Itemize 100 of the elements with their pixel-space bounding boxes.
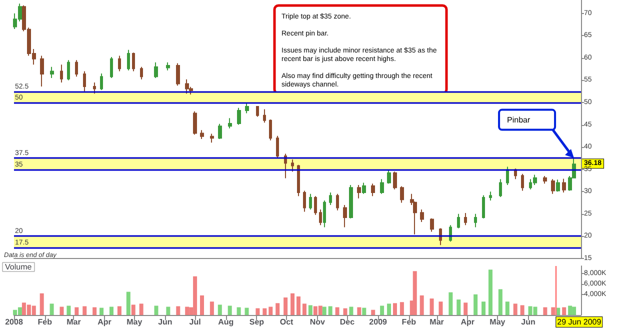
- bar: [349, 306, 354, 315]
- candlestick: [166, 62, 170, 71]
- bar: [474, 294, 478, 315]
- bar: [520, 305, 524, 315]
- candlestick: [132, 52, 135, 72]
- bar: [343, 308, 348, 315]
- candlestick: [269, 118, 272, 141]
- bar: [412, 271, 417, 315]
- bar: [505, 302, 510, 315]
- candlestick: [303, 190, 306, 212]
- candlestick: [284, 153, 287, 179]
- bar: [296, 296, 300, 315]
- bar: [420, 295, 424, 315]
- bar: [362, 308, 366, 315]
- candlestick: [176, 62, 180, 86]
- x-tick-label: 2008: [5, 318, 24, 326]
- candlestick: [256, 106, 259, 118]
- bar: [176, 306, 180, 315]
- bar: [117, 306, 122, 315]
- bar: [543, 307, 548, 315]
- candlestick: [329, 192, 332, 206]
- candlestick: [336, 193, 339, 211]
- bar: [513, 304, 518, 315]
- candlestick: [562, 178, 566, 194]
- bar: [154, 306, 158, 315]
- bar: [66, 306, 71, 315]
- bar: [562, 307, 566, 315]
- candlestick: [314, 196, 317, 216]
- bar: [82, 306, 87, 315]
- x-tick-label: Feb: [402, 318, 416, 326]
- candlestick: [118, 55, 121, 72]
- x-tick-label: Oct: [280, 318, 294, 326]
- candlestick: [291, 159, 294, 172]
- bar: [290, 293, 295, 315]
- candlestick: [499, 178, 502, 198]
- candlestick: [218, 123, 222, 140]
- candlestick: [357, 184, 361, 199]
- x-tick-label: Feb: [38, 318, 52, 326]
- candlestick: [380, 178, 384, 194]
- bar: [236, 307, 241, 315]
- candlestick: [193, 110, 197, 136]
- annotation: Pinbar: [507, 115, 530, 124]
- candlestick: [237, 107, 241, 126]
- bar: [92, 307, 97, 315]
- bar: [131, 304, 136, 315]
- candlestick: [93, 82, 96, 94]
- bar: [572, 306, 576, 315]
- candlestick: [420, 208, 424, 222]
- x-tick-label: May: [126, 318, 143, 326]
- bar: [193, 276, 198, 315]
- bar: [276, 303, 280, 315]
- ref-line-label: 29 Jun 2009: [557, 318, 602, 326]
- bar: [228, 306, 232, 315]
- candlestick: [185, 78, 189, 94]
- x-tick-label: Apr: [98, 318, 112, 326]
- candlestick: [323, 200, 326, 228]
- candlestick: [349, 184, 353, 219]
- bar: [126, 292, 130, 315]
- bar: [308, 305, 312, 315]
- candlestick: [319, 208, 322, 226]
- bar: [100, 308, 104, 315]
- x-tick-label: Jul: [189, 318, 201, 326]
- bar: [430, 298, 434, 315]
- candlestick: [551, 178, 555, 194]
- candlestick: [263, 108, 266, 124]
- bar: [50, 304, 54, 315]
- bar: [456, 300, 461, 315]
- bar: [256, 308, 260, 315]
- bar: [40, 293, 44, 315]
- candlestick: [521, 173, 524, 192]
- bar: [218, 304, 222, 315]
- candlestick: [457, 213, 460, 229]
- candlestick: [556, 179, 560, 192]
- candlestick: [543, 176, 547, 184]
- bar: [268, 306, 273, 315]
- bar: [482, 302, 486, 315]
- candlestick: [83, 70, 86, 92]
- candlestick: [40, 55, 44, 87]
- bar: [302, 304, 306, 315]
- x-tick-label: 2009: [369, 318, 388, 326]
- candlestick: [489, 191, 492, 202]
- candlestick: [371, 183, 375, 197]
- x-tick-label: May: [490, 318, 506, 326]
- bar: [392, 303, 397, 315]
- x-tick-label: Nov: [310, 318, 326, 326]
- bar: [438, 302, 443, 315]
- bar: [166, 306, 170, 315]
- bar: [488, 270, 492, 315]
- bar: [262, 308, 267, 315]
- bar: [357, 307, 362, 315]
- candlestick: [228, 118, 232, 129]
- chart-title: Volume: [5, 262, 32, 272]
- candlestick: [60, 64, 63, 83]
- candlestick: [464, 212, 467, 226]
- bar: [380, 306, 384, 315]
- candlestick: [393, 171, 397, 190]
- bar: [387, 304, 392, 315]
- candlestick: [67, 60, 70, 81]
- candlestick: [100, 73, 103, 91]
- candlestick: [533, 174, 537, 186]
